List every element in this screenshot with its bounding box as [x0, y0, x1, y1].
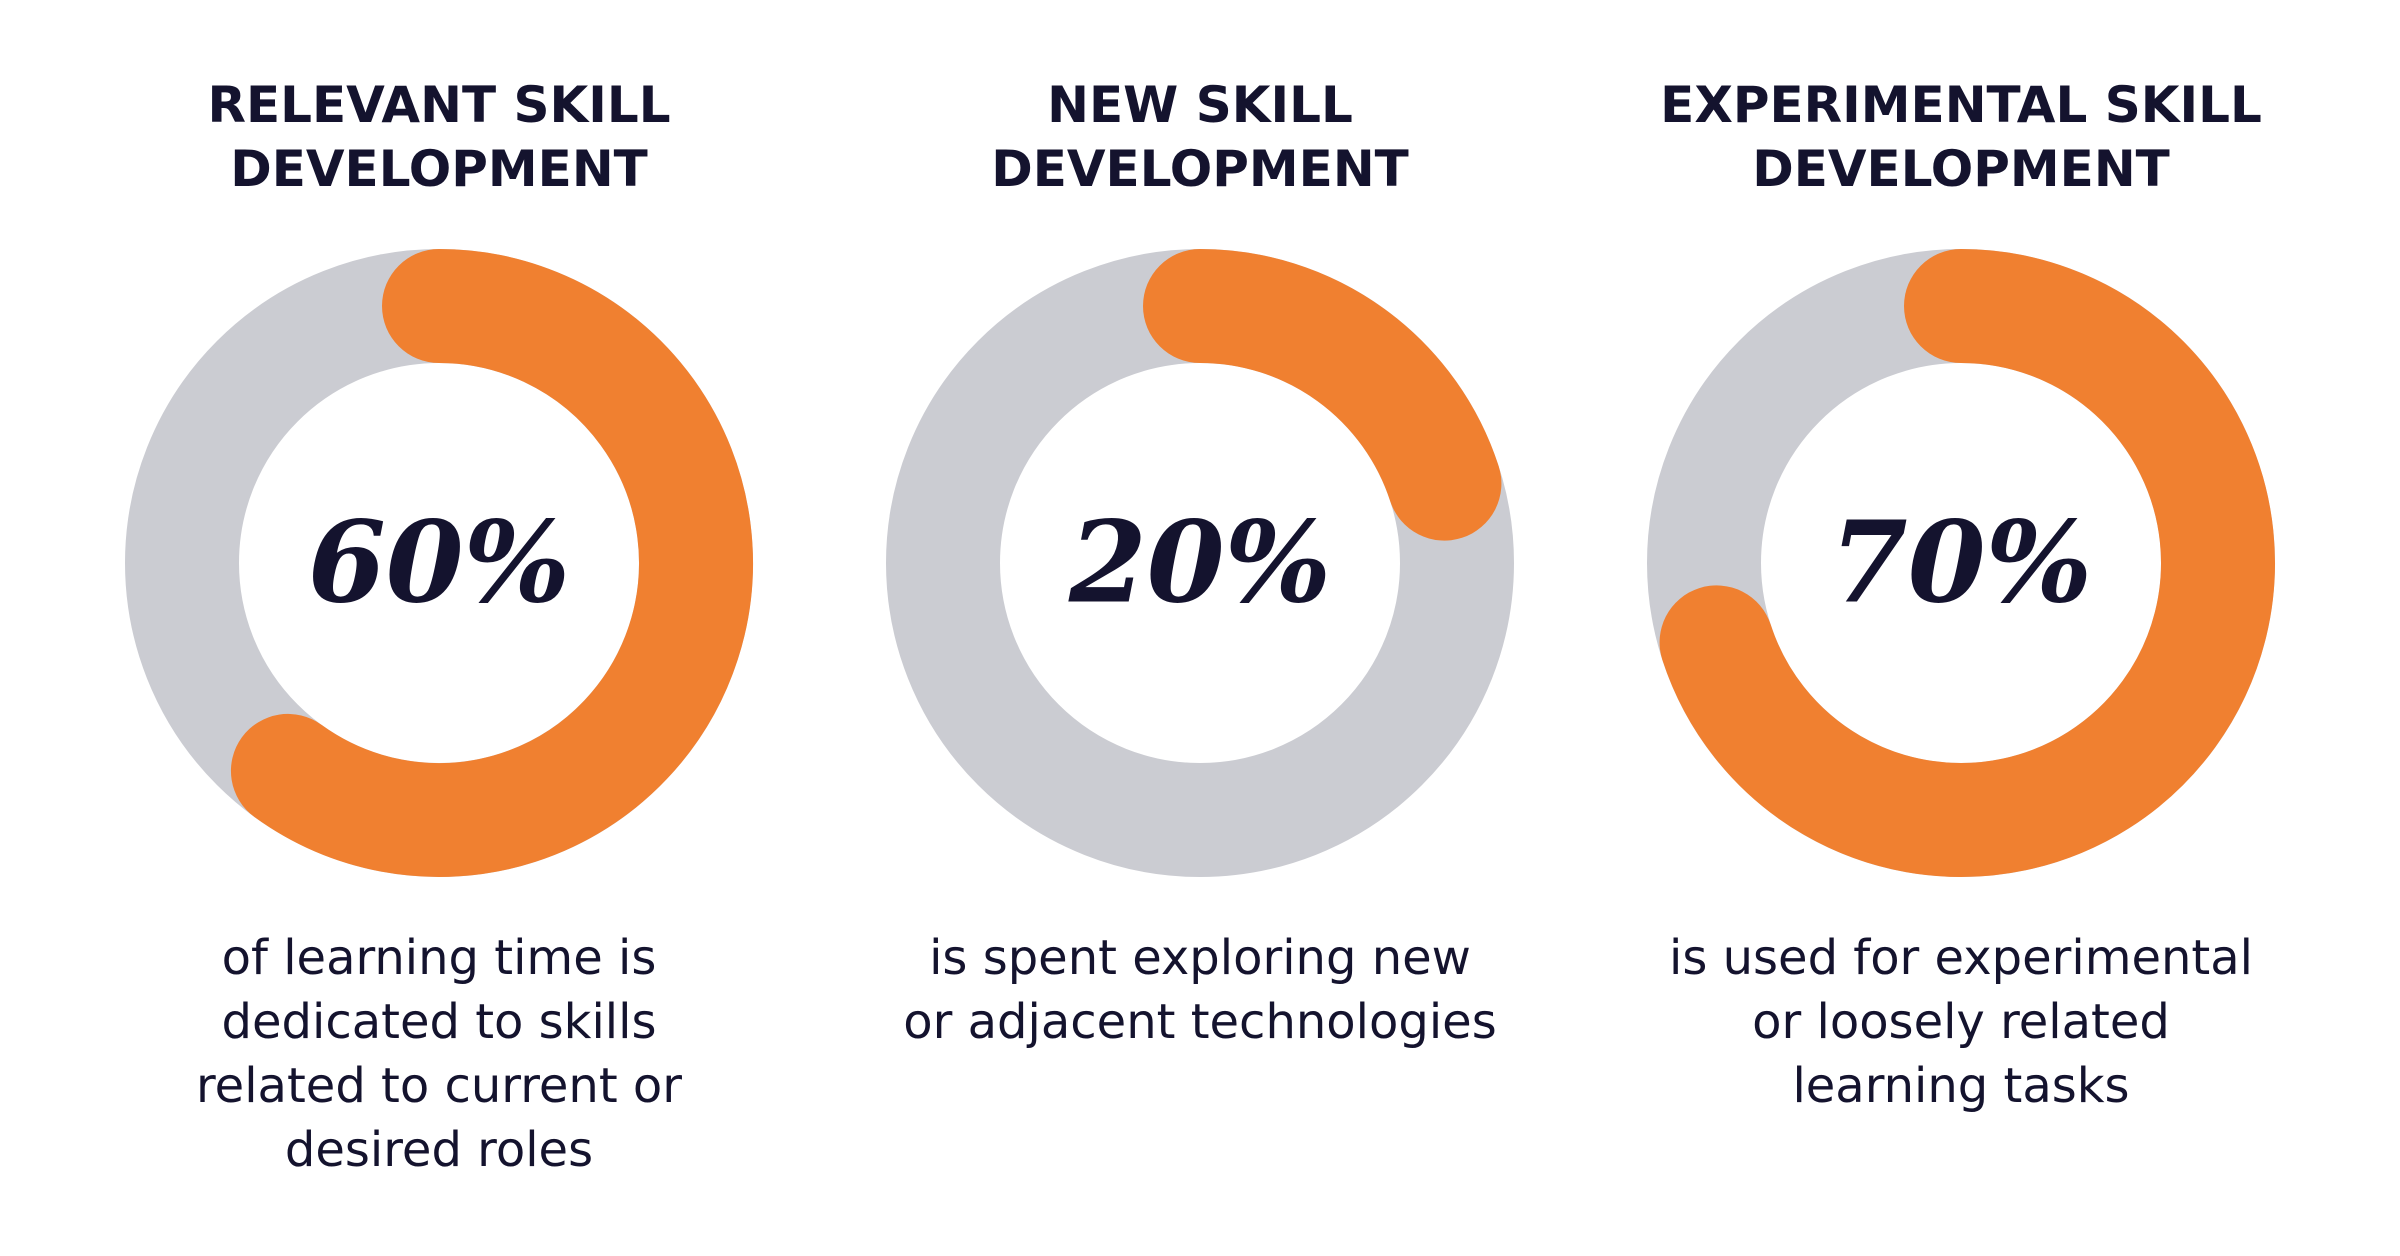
gauge-value: 60%: [308, 498, 570, 629]
gauge-description: related to current or: [196, 1058, 682, 1114]
gauge-value: 20%: [1068, 498, 1331, 629]
gauge-value: 70%: [1830, 498, 2092, 629]
gauge-arc: [1143, 249, 1502, 541]
gauge-description: or loosely related: [1752, 994, 2170, 1050]
gauge-description: desired roles: [285, 1122, 593, 1178]
gauge-title: EXPERIMENTAL SKILL: [1660, 76, 2262, 134]
gauge-description: or adjacent technologies: [903, 994, 1496, 1050]
gauge-description: is used for experimental: [1669, 930, 2253, 986]
gauge-title: NEW SKILL: [1047, 76, 1353, 134]
gauge-arc: [1659, 249, 2275, 877]
gauge-title: DEVELOPMENT: [230, 140, 648, 198]
gauge-arc: [230, 249, 753, 877]
gauge-title: DEVELOPMENT: [1752, 140, 2170, 198]
gauge-description: is spent exploring new: [929, 930, 1471, 986]
gauge-title: DEVELOPMENT: [991, 140, 1409, 198]
gauge-description: dedicated to skills: [222, 994, 657, 1050]
gauge-title: RELEVANT SKILL: [207, 76, 670, 134]
gauge-description: of learning time is: [222, 930, 657, 986]
gauge-description: learning tasks: [1792, 1058, 2129, 1114]
